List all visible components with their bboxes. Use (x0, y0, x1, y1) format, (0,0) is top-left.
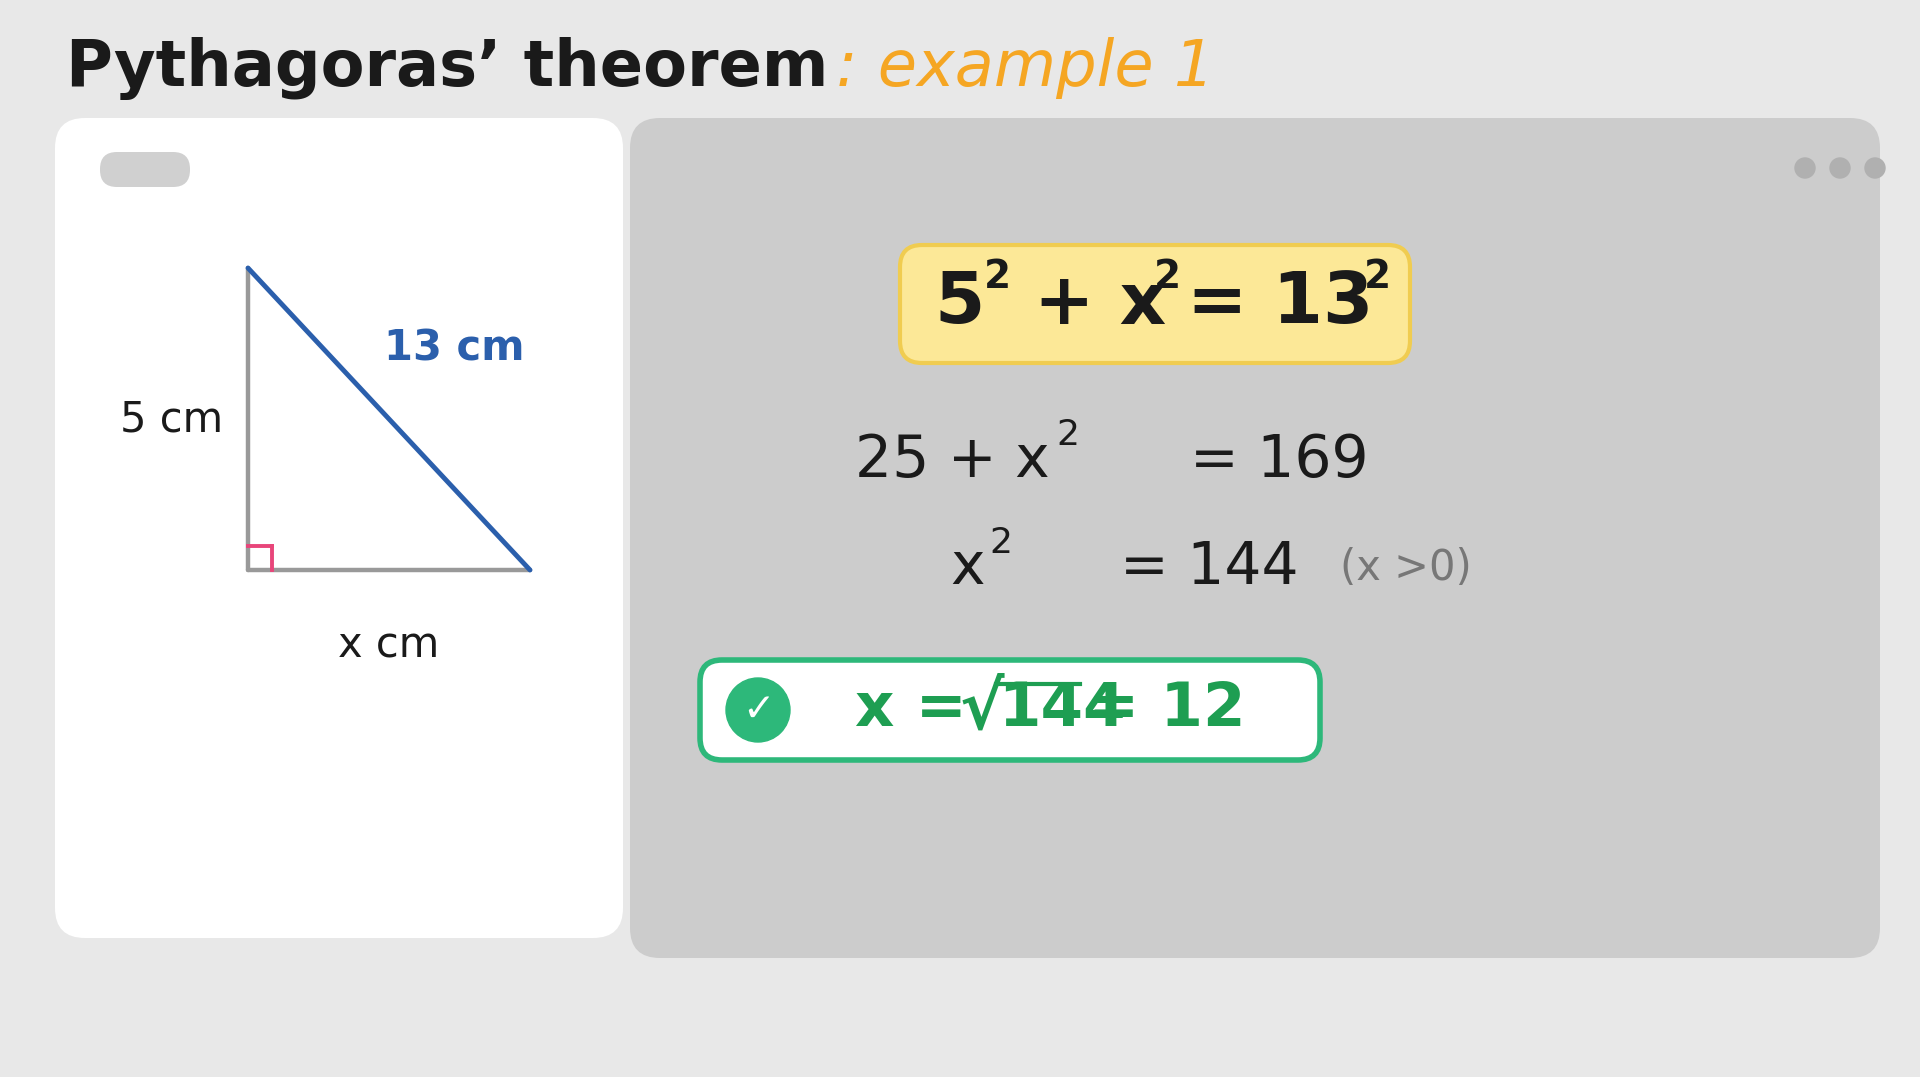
Text: = 169: = 169 (1190, 432, 1369, 489)
FancyBboxPatch shape (100, 152, 190, 187)
Text: 2: 2 (989, 526, 1012, 560)
Text: : example 1: : example 1 (835, 37, 1215, 99)
Text: √: √ (960, 677, 1004, 743)
Text: + x: + x (1033, 269, 1165, 338)
Text: Pythagoras’ theorem: Pythagoras’ theorem (65, 37, 828, 99)
Text: 5: 5 (935, 269, 985, 338)
Text: (x >0): (x >0) (1340, 547, 1473, 589)
Text: x cm: x cm (338, 624, 440, 666)
Text: 2: 2 (1154, 258, 1181, 296)
Text: 25 + x: 25 + x (856, 432, 1050, 489)
Circle shape (1795, 158, 1814, 178)
Circle shape (1830, 158, 1851, 178)
FancyBboxPatch shape (630, 118, 1880, 959)
Circle shape (726, 679, 789, 742)
Text: = 144: = 144 (1119, 540, 1298, 597)
Text: 144: 144 (998, 681, 1125, 740)
Text: 2: 2 (1056, 418, 1079, 452)
Text: x =: x = (854, 681, 989, 740)
Text: x: x (950, 540, 985, 597)
Text: 13 cm: 13 cm (384, 327, 524, 369)
Text: ✓: ✓ (741, 691, 774, 729)
Text: 5 cm: 5 cm (119, 398, 223, 440)
Text: = 12: = 12 (1089, 681, 1246, 740)
Text: = 13: = 13 (1187, 269, 1373, 338)
Text: 2: 2 (983, 258, 1010, 296)
FancyBboxPatch shape (56, 118, 622, 938)
Circle shape (1864, 158, 1885, 178)
Text: 2: 2 (1363, 258, 1390, 296)
FancyBboxPatch shape (701, 660, 1321, 760)
FancyBboxPatch shape (900, 244, 1409, 363)
